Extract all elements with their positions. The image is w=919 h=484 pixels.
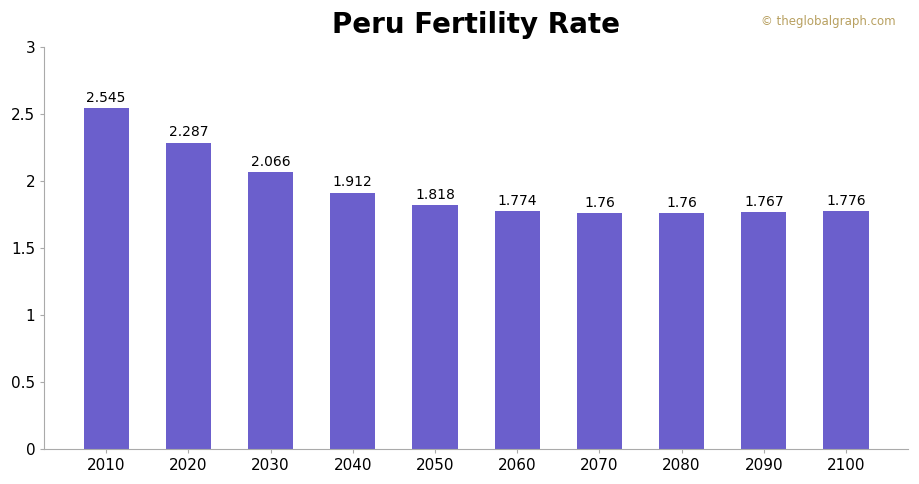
- Text: 1.912: 1.912: [333, 175, 372, 189]
- Text: 2.545: 2.545: [86, 91, 126, 105]
- Text: 1.767: 1.767: [744, 195, 784, 209]
- Text: 1.774: 1.774: [497, 194, 537, 208]
- Bar: [742, 212, 787, 449]
- Bar: [330, 193, 375, 449]
- Bar: [413, 205, 458, 449]
- Text: 2.066: 2.066: [251, 155, 290, 169]
- Bar: [84, 108, 129, 449]
- Bar: [823, 211, 868, 449]
- Text: 1.76: 1.76: [584, 196, 615, 210]
- Title: Peru Fertility Rate: Peru Fertility Rate: [332, 11, 620, 39]
- Bar: [659, 213, 704, 449]
- Text: © theglobalgraph.com: © theglobalgraph.com: [762, 15, 896, 28]
- Text: 1.818: 1.818: [415, 188, 455, 202]
- Bar: [248, 172, 293, 449]
- Bar: [494, 211, 539, 449]
- Bar: [165, 142, 211, 449]
- Text: 2.287: 2.287: [168, 125, 208, 139]
- Text: 1.76: 1.76: [666, 196, 697, 210]
- Text: 1.776: 1.776: [826, 194, 866, 208]
- Bar: [577, 213, 622, 449]
